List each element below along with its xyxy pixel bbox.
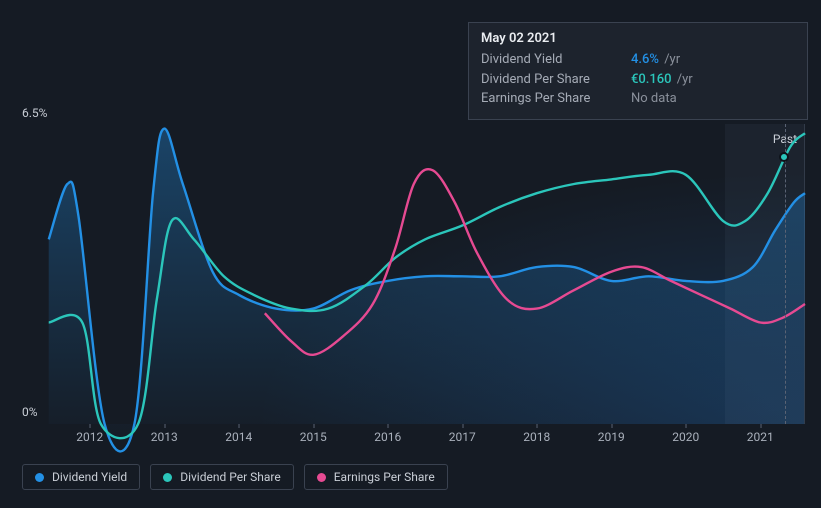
x-tick: 2018 — [523, 430, 550, 444]
chart-tooltip: May 02 2021 Dividend Yield4.6% /yrDivide… — [468, 22, 808, 120]
legend-swatch — [317, 473, 326, 482]
legend-label: Dividend Yield — [52, 470, 127, 484]
tooltip-rows: Dividend Yield4.6% /yrDividend Per Share… — [481, 50, 795, 109]
tooltip-row-key: Earnings Per Share — [481, 89, 631, 109]
y-axis-max-label: 6.5% — [22, 106, 47, 120]
tooltip-row-value: 4.6% /yr — [631, 50, 795, 70]
tooltip-row-value: No data — [631, 89, 795, 109]
tooltip-row-key: Dividend Yield — [481, 50, 631, 70]
plot-area[interactable]: Past — [45, 124, 805, 424]
legend-item-dividend_yield[interactable]: Dividend Yield — [22, 464, 140, 490]
x-tick: 2015 — [300, 430, 327, 444]
legend-label: Dividend Per Share — [180, 470, 281, 484]
tooltip-row-value: €0.160 /yr — [631, 70, 795, 90]
legend-label: Earnings Per Share — [334, 470, 435, 484]
tooltip-row: Earnings Per ShareNo data — [481, 89, 795, 109]
hover-cursor-line — [785, 124, 786, 424]
x-tick: 2013 — [151, 430, 178, 444]
x-tick: 2019 — [598, 430, 625, 444]
legend-item-earnings_per_share[interactable]: Earnings Per Share — [304, 464, 448, 490]
x-tick: 2017 — [449, 430, 476, 444]
legend-item-dividend_per_share[interactable]: Dividend Per Share — [150, 464, 294, 490]
x-tick: 2016 — [374, 430, 401, 444]
legend: Dividend Yield Dividend Per Share Earnings… — [22, 464, 448, 490]
tooltip-row: Dividend Per Share€0.160 /yr — [481, 70, 795, 90]
y-axis-min-label: 0% — [22, 405, 38, 419]
tooltip-date: May 02 2021 — [481, 31, 795, 46]
dividend-chart: May 02 2021 Dividend Yield4.6% /yrDivide… — [0, 0, 821, 508]
legend-swatch — [35, 473, 44, 482]
x-tick: 2020 — [672, 430, 699, 444]
hover-cursor-dot — [779, 152, 789, 162]
series-svg — [45, 124, 805, 424]
x-tick: 2014 — [225, 430, 252, 444]
tooltip-row-key: Dividend Per Share — [481, 70, 631, 90]
x-tick: 2021 — [747, 430, 774, 444]
legend-swatch — [163, 473, 172, 482]
x-tick: 2012 — [76, 430, 103, 444]
tooltip-row: Dividend Yield4.6% /yr — [481, 50, 795, 70]
x-axis: 2012 2013 2014 2015 2016 2017 2018 2019 2020 2021 — [45, 430, 805, 450]
